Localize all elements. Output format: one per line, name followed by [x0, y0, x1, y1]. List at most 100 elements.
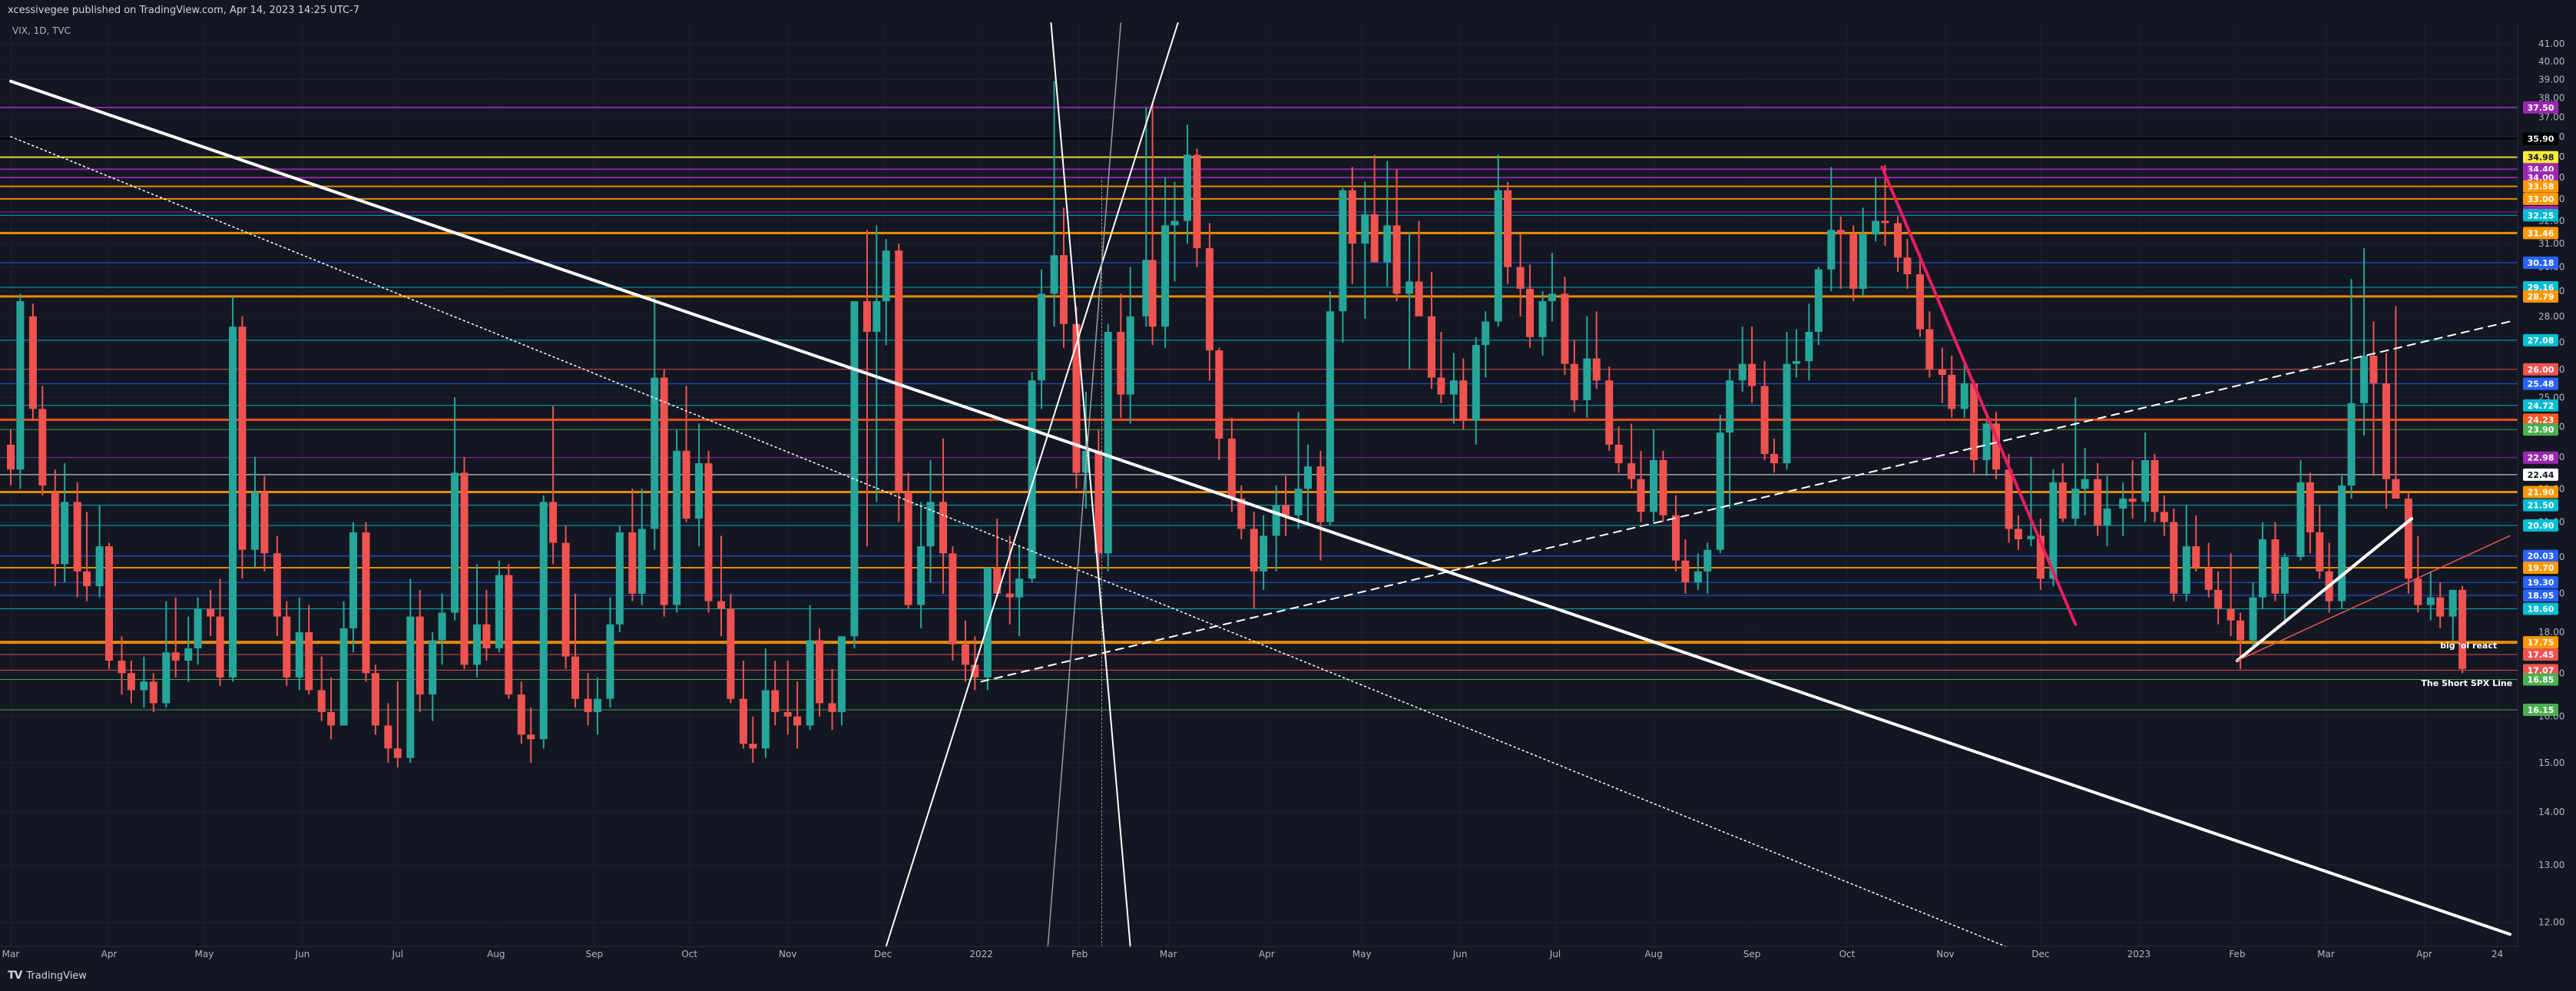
- time-tick-label: Dec: [2031, 949, 2049, 960]
- price-badge: [2523, 451, 2558, 464]
- price-badge: [2523, 549, 2558, 562]
- candle-body: [837, 636, 846, 712]
- time-axis: Mar Apr May Jun Jul Aug Sep Oct Nov Dec 2022 Feb Mar…: [0, 946, 2518, 960]
- time-tick-label: Mar: [2, 949, 20, 960]
- candle-body: [1303, 466, 1312, 489]
- price-badge: [2523, 132, 2558, 145]
- candle-body: [961, 644, 969, 665]
- candle-body: [1583, 358, 1591, 401]
- price-badge-label: 22.98: [2528, 453, 2554, 463]
- price-tick-label: 37.00: [2538, 111, 2564, 122]
- time-tick-label: Mar: [1160, 949, 1177, 960]
- candle-body: [2170, 522, 2178, 594]
- candle-body: [2160, 512, 2168, 522]
- tradingview-logo[interactable]: TV TradingView: [8, 969, 87, 982]
- candle-body: [1260, 535, 1268, 572]
- candle-body: [393, 748, 402, 758]
- candle-body: [628, 532, 637, 594]
- footer: [0, 963, 2576, 991]
- time-tick-label: Aug: [1644, 949, 1662, 960]
- candle-body: [1250, 529, 1258, 572]
- price-badge-label: 17.45: [2528, 650, 2554, 660]
- candle-body: [1427, 316, 1435, 378]
- candle-body: [149, 681, 157, 704]
- candle-body: [2214, 589, 2223, 609]
- candle-body: [305, 632, 313, 691]
- candle-body: [1881, 220, 1889, 224]
- time-tick-label: May: [194, 949, 214, 960]
- candle-body: [38, 409, 47, 486]
- candle-body: [2151, 459, 2159, 512]
- candle-body: [1770, 453, 1778, 464]
- price-badge-label: 16.15: [2528, 705, 2554, 715]
- candle-body: [451, 472, 459, 613]
- price-tick-label: 15.00: [2538, 757, 2564, 768]
- candle-body: [1392, 225, 1401, 294]
- price-tick-label: 12.00: [2538, 916, 2564, 927]
- candle-body: [28, 316, 37, 409]
- candle-body: [1659, 459, 1667, 515]
- candle-body: [682, 450, 690, 519]
- candle-body: [806, 640, 814, 726]
- price-badge: [2523, 399, 2558, 412]
- candle-body: [2081, 479, 2089, 489]
- candle-body: [1637, 479, 1645, 512]
- candle-body: [761, 690, 770, 749]
- candle-body: [1948, 374, 1956, 409]
- candle-body: [1415, 281, 1423, 317]
- candle-body: [2369, 356, 2378, 383]
- candle-body: [1592, 358, 1601, 381]
- candle-body: [917, 546, 925, 605]
- price-badge-label: 27.08: [2528, 336, 2554, 346]
- candle-body: [1561, 293, 1569, 364]
- price-badge-label: 19.70: [2528, 563, 2554, 573]
- candle-body: [517, 694, 525, 735]
- candle-body: [1005, 593, 1014, 598]
- time-tick-label: May: [1353, 949, 1372, 960]
- candle-body: [895, 250, 903, 492]
- candle-body: [371, 673, 379, 726]
- candle-body: [939, 502, 948, 554]
- price-badge: [2523, 576, 2558, 589]
- time-tick-label: Nov: [779, 949, 796, 960]
- candle-body: [1205, 248, 1214, 351]
- candle-body: [1094, 450, 1103, 554]
- trendlines: [9, 22, 2511, 947]
- candle-body: [1872, 220, 1880, 235]
- candle-body: [695, 463, 704, 519]
- price-badge-label: 33.00: [2528, 194, 2554, 204]
- trendline: [885, 22, 1179, 947]
- candle-body: [1748, 363, 1757, 386]
- candle-body: [1117, 331, 1125, 395]
- candle-body: [1339, 190, 1347, 312]
- publish-info: xcessivegee published on TradingView.com…: [8, 5, 360, 16]
- candle-body: [2128, 499, 2137, 502]
- candle-body: [1038, 293, 1046, 381]
- candle-body: [904, 492, 912, 605]
- trendline: [9, 79, 2511, 936]
- candle-body: [7, 444, 15, 470]
- candle-body: [2280, 556, 2289, 594]
- candle-body: [1704, 549, 1712, 572]
- candle-body: [1326, 311, 1334, 522]
- price-badge: [2523, 377, 2558, 390]
- time-tick-label: 2023: [2127, 949, 2151, 960]
- candle-body: [2071, 489, 2080, 519]
- price-badge-label: 25.48: [2528, 379, 2554, 389]
- candle-body: [1282, 505, 1290, 515]
- trendline: [1050, 22, 1131, 947]
- candle-body: [2392, 479, 2400, 499]
- candle-body: [2103, 509, 2111, 526]
- candle-body: [1316, 466, 1325, 522]
- candle-body: [1184, 154, 1192, 221]
- candle-body: [406, 616, 415, 758]
- candle-body: [2271, 539, 2280, 594]
- candle-body: [250, 492, 259, 550]
- price-badge-label: 30.18: [2528, 258, 2554, 268]
- candle-body: [438, 612, 446, 641]
- candle-body: [1104, 331, 1112, 554]
- price-badge: [2523, 648, 2558, 661]
- candle-body: [749, 744, 757, 749]
- candle-body: [16, 301, 25, 470]
